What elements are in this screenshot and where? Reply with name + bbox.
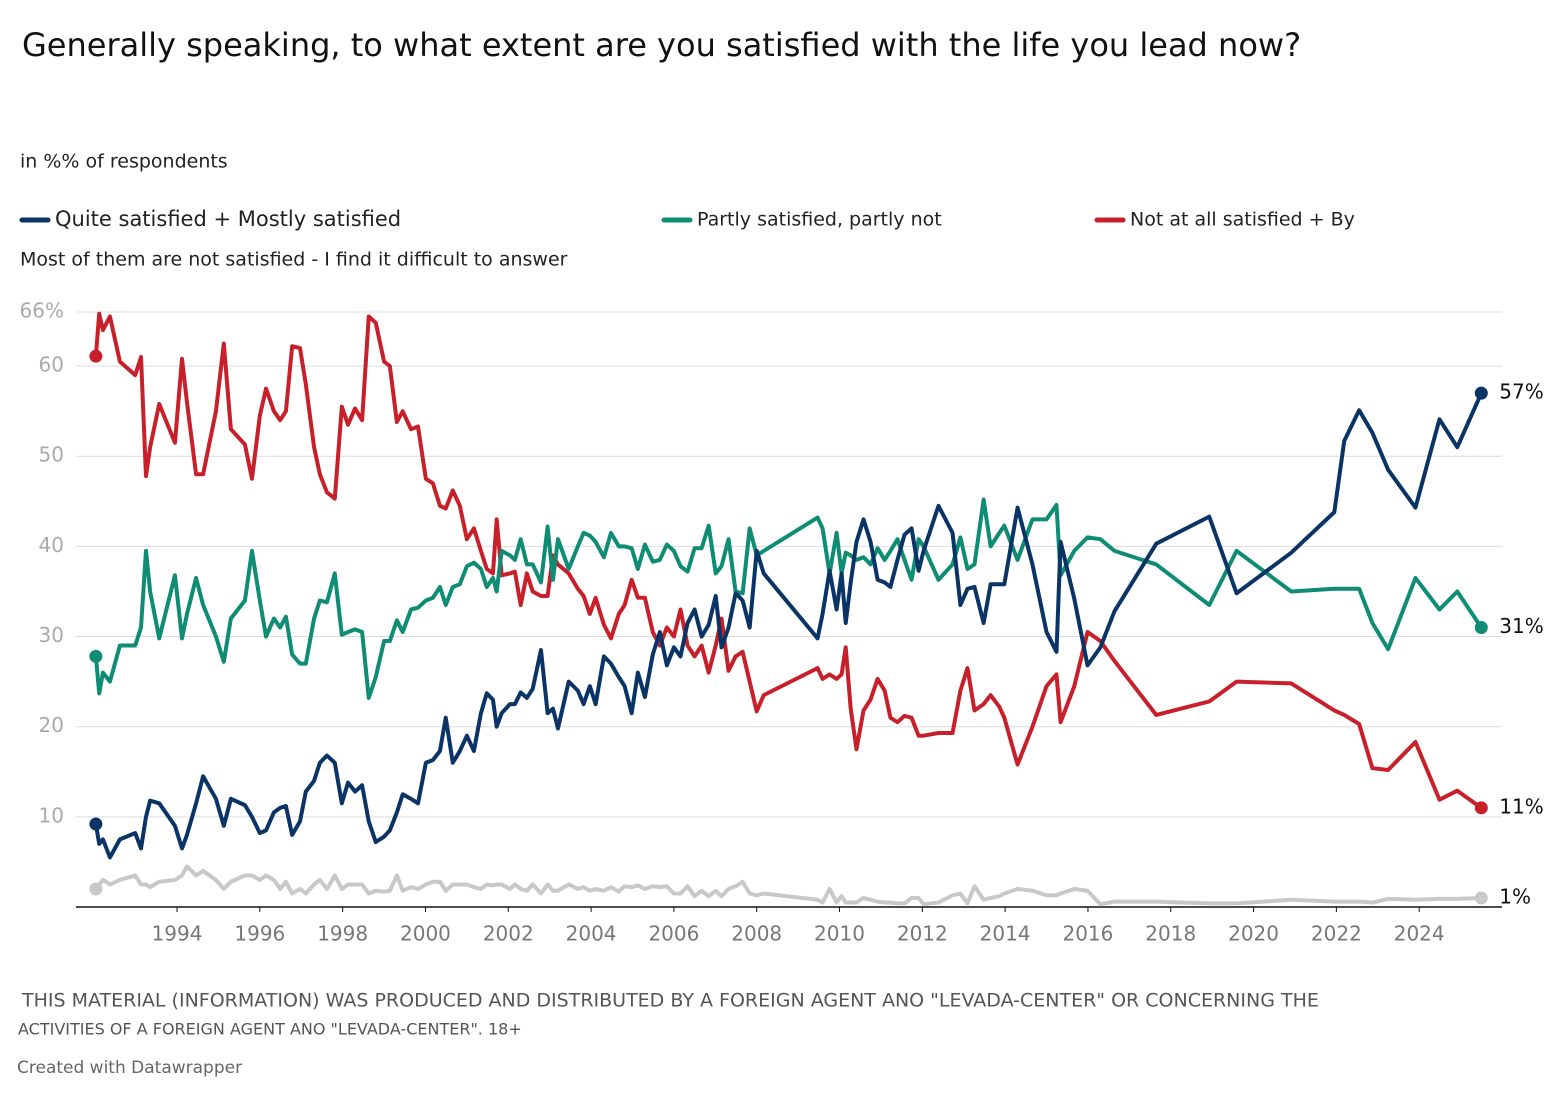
- y-tick-label: 20: [39, 713, 64, 737]
- x-tick-label: 1996: [234, 922, 285, 946]
- point-marker: [1474, 801, 1488, 815]
- point-marker: [1474, 621, 1488, 635]
- x-tick-label: 2018: [1145, 922, 1196, 946]
- value-label: 11%: [1499, 794, 1543, 818]
- value-label: 1%: [1499, 884, 1531, 908]
- x-tick-label: 1994: [152, 922, 203, 946]
- point-marker: [89, 882, 103, 896]
- legend-label: Not at all satisfied + By: [1130, 209, 1355, 231]
- x-tick-label: 2014: [980, 922, 1031, 946]
- point-marker: [1474, 891, 1488, 905]
- series-line: [93, 864, 1484, 907]
- x-tick-label: 2000: [400, 922, 451, 946]
- y-tick-label: 40: [39, 533, 64, 557]
- point-marker: [89, 817, 103, 831]
- point-marker: [89, 349, 103, 363]
- legend-label: Partly satisfied, partly not: [697, 209, 942, 231]
- y-tick-label: 30: [39, 623, 64, 647]
- value-label: 31%: [1499, 614, 1543, 638]
- note: THIS MATERIAL (INFORMATION) WAS PRODUCED…: [21, 990, 1319, 1012]
- x-tick-label: 2024: [1394, 922, 1445, 946]
- x-tick-label: 2020: [1228, 922, 1279, 946]
- x-tick-label: 2012: [897, 922, 948, 946]
- point-marker: [89, 649, 103, 663]
- x-tick-label: 1998: [317, 922, 368, 946]
- y-tick-label: 66%: [20, 299, 64, 323]
- x-tick-label: 2010: [814, 922, 865, 946]
- series-line: [93, 311, 1484, 810]
- y-tick-label: 50: [39, 443, 64, 467]
- note: ACTIVITIES OF A FOREIGN AGENT ANO "LEVAD…: [18, 1020, 522, 1039]
- y-tick-label: 10: [39, 803, 64, 827]
- value-label: 57%: [1499, 380, 1543, 404]
- x-tick-label: 2016: [1062, 922, 1113, 946]
- point-marker: [1474, 386, 1488, 400]
- legend-label: Most of them are not satisfied - I find …: [20, 249, 568, 271]
- chart-title: Generally speaking, to what extent are y…: [22, 26, 1301, 64]
- x-tick-label: 2004: [566, 922, 617, 946]
- chart-subtitle: in %% of respondents: [20, 151, 228, 173]
- x-tick-label: 2022: [1311, 922, 1362, 946]
- y-tick-label: 60: [39, 353, 64, 377]
- x-tick-label: 2002: [483, 922, 534, 946]
- credit: Created with Datawrapper: [17, 1058, 242, 1078]
- series-line: [93, 497, 1484, 700]
- legend-label: Quite satisfied + Mostly satisfied: [55, 207, 401, 231]
- series-line: [93, 391, 1484, 860]
- x-tick-label: 2008: [731, 922, 782, 946]
- x-tick-label: 2006: [648, 922, 699, 946]
